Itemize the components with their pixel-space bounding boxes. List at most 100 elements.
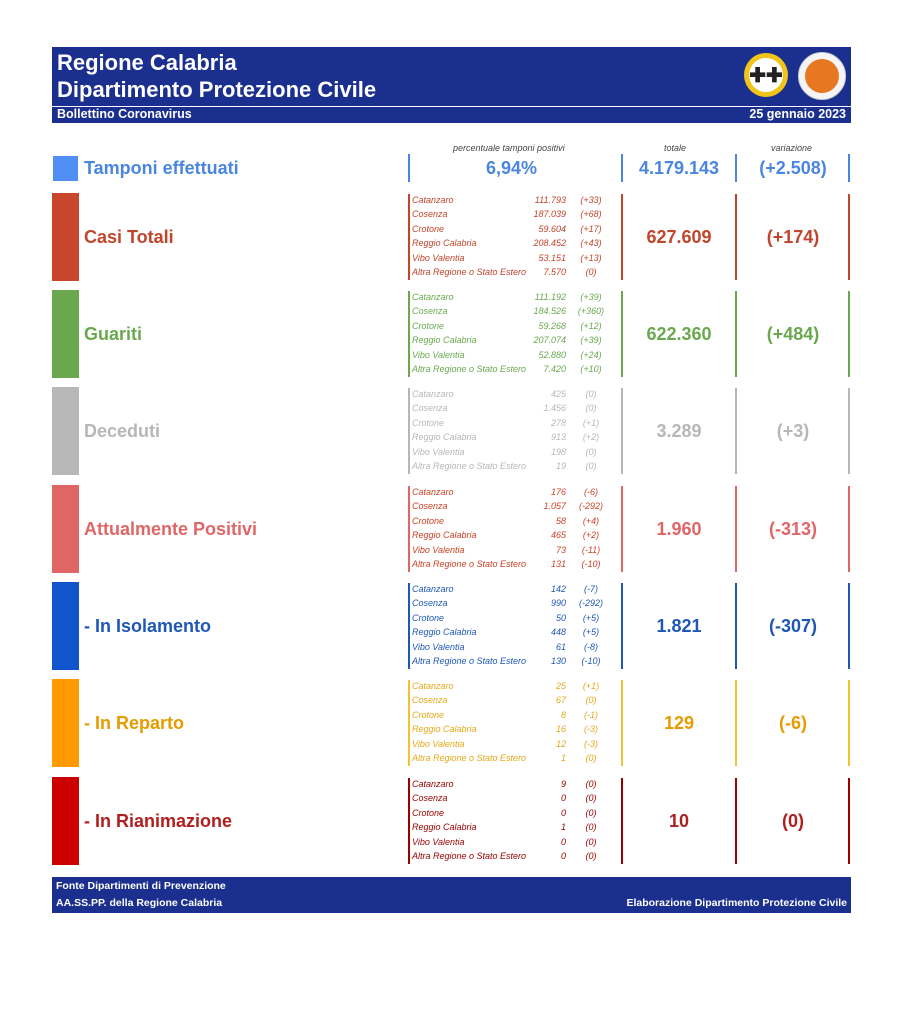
column-header-percent: percentuale tamponi positivi [453,143,565,153]
province-row: Crotone 50 (+5) [412,612,612,626]
province-delta: (+4) [582,515,600,526]
province-name: Crotone [412,320,445,331]
province-value: 9 [560,779,566,789]
province-name: Crotone [412,515,445,526]
province-list: Catanzaro 25 (+1) Cosenza 67 (0) Crotone 8 (-1) R… [412,680,612,766]
province-delta: (+360) [577,306,605,317]
province-name: Cosenza [412,501,448,512]
province-value: 0 [560,807,566,818]
regione-calabria-emblem-icon: ✚✚ [744,53,788,97]
province-name: Cosenza [412,598,448,609]
section-divider-right [735,680,737,766]
province-delta: (+43) [580,238,602,249]
province-row: Crotone 278 (+1) [412,417,612,431]
province-delta: (0) [585,822,597,833]
section-divider-end [848,194,850,280]
bulletin-label: Bollettino Coronavirus [57,107,192,121]
province-delta: (-11) [581,544,601,555]
province-name: Altra Regione o Stato Estero [412,850,527,861]
province-delta: (+39) [580,335,602,346]
province-value: 278 [550,417,566,428]
section-divider-right [735,486,737,572]
province-value: 19 [555,460,566,471]
province-value: 1.456 [543,403,566,414]
province-name: Reggio Calabria [412,627,477,638]
column-header-total: totale [664,143,687,153]
province-row: Crotone 58 (+4) [412,515,612,529]
province-name: Catanzaro [412,487,454,497]
province-row: Catanzaro 25 (+1) [412,680,612,694]
province-name: Altra Regione o Stato Estero [412,752,527,763]
province-value: 0 [560,850,566,861]
section-divider-left [408,388,410,474]
province-name: Reggio Calabria [412,238,477,249]
province-row: Vibo Valentia 73 (-11) [412,544,612,558]
section-change: (+484) [766,324,820,344]
province-row: Altra Regione o Stato Estero 130 (-10) [412,655,612,669]
province-list: Catanzaro 425 (0) Cosenza 1.456 (0) Crotone 278… [412,388,612,474]
province-name: Vibo Valentia [412,641,465,652]
header-banner: Regione Calabria Dipartimento Protezione… [52,47,851,123]
province-name: Crotone [412,807,445,818]
province-row: Catanzaro 9 (0) [412,778,612,792]
province-row: Altra Regione o Stato Estero 7.420 (+10) [412,363,612,377]
section-total: 1.821 [656,616,702,636]
province-list: Catanzaro 142 (-7) Cosenza 990 (-292) Crotone 5… [412,583,612,669]
province-row: Cosenza 184.526 (+360) [412,305,612,319]
province-delta: (+10) [580,363,602,374]
province-name: Vibo Valentia [412,738,465,749]
province-value: 913 [550,432,566,443]
province-name: Reggio Calabria [412,530,477,541]
province-value: 0 [560,836,566,847]
province-delta: (0) [585,460,597,471]
section-change: (0) [782,811,804,831]
province-name: Catanzaro [412,292,454,302]
province-row: Altra Regione o Stato Estero 1 (0) [412,752,612,766]
province-value: 207.074 [533,335,566,346]
footer-source-line1: Fonte Dipartimenti di Prevenzione [56,880,226,892]
province-name: Reggio Calabria [412,432,477,443]
section-total: 129 [663,713,695,733]
province-delta: (+68) [580,209,602,220]
province-value: 8 [560,709,566,720]
province-delta: (-6) [584,487,598,497]
section-label: - In Rianimazione [84,811,233,831]
province-delta: (+13) [580,252,602,263]
province-name: Cosenza [412,403,448,414]
section-divider-left [408,291,410,377]
tamponi-total: 4.179.143 [638,158,720,178]
province-value: 208.452 [533,238,566,249]
province-delta: (+2) [582,432,600,443]
section-change: (+174) [766,227,820,247]
section-color-bar [52,387,79,475]
province-delta: (+5) [582,612,600,623]
province-row: Reggio Calabria 208.452 (+43) [412,237,612,251]
province-name: Cosenza [412,209,448,220]
province-name: Altra Regione o Stato Estero [412,363,527,374]
header-title-department: Dipartimento Protezione Civile [57,77,377,102]
province-delta: (0) [585,695,597,706]
province-value: 7.420 [543,363,566,374]
province-row: Cosenza 187.039 (+68) [412,208,612,222]
province-delta: (0) [585,779,597,789]
province-name: Cosenza [412,695,448,706]
section-color-bar [52,193,79,281]
bulletin-date: 25 gennaio 2023 [749,107,846,121]
section-color-bar [52,679,79,767]
province-value: 198 [550,446,566,457]
province-name: Altra Regione o Stato Estero [412,655,527,666]
province-value: 184.526 [533,306,566,317]
section-label: Casi Totali [84,227,174,247]
province-delta: (0) [585,793,597,804]
section-divider-mid [621,583,623,669]
province-list: Catanzaro 9 (0) Cosenza 0 (0) Crotone 0 (0) Reggi… [412,778,612,864]
province-name: Cosenza [412,793,448,804]
province-list: Catanzaro 176 (-6) Cosenza 1.057 (-292) Croton… [412,486,612,572]
province-row: Vibo Valentia 53.151 (+13) [412,252,612,266]
province-row: Crotone 59.268 (+12) [412,320,612,334]
province-row: Crotone 0 (0) [412,807,612,821]
province-name: Vibo Valentia [412,836,465,847]
tamponi-label: Tamponi effettuati [84,158,239,178]
province-value: 176 [550,487,566,497]
footer-banner: Fonte Dipartimenti di Prevenzione AA.SS.… [52,877,851,913]
